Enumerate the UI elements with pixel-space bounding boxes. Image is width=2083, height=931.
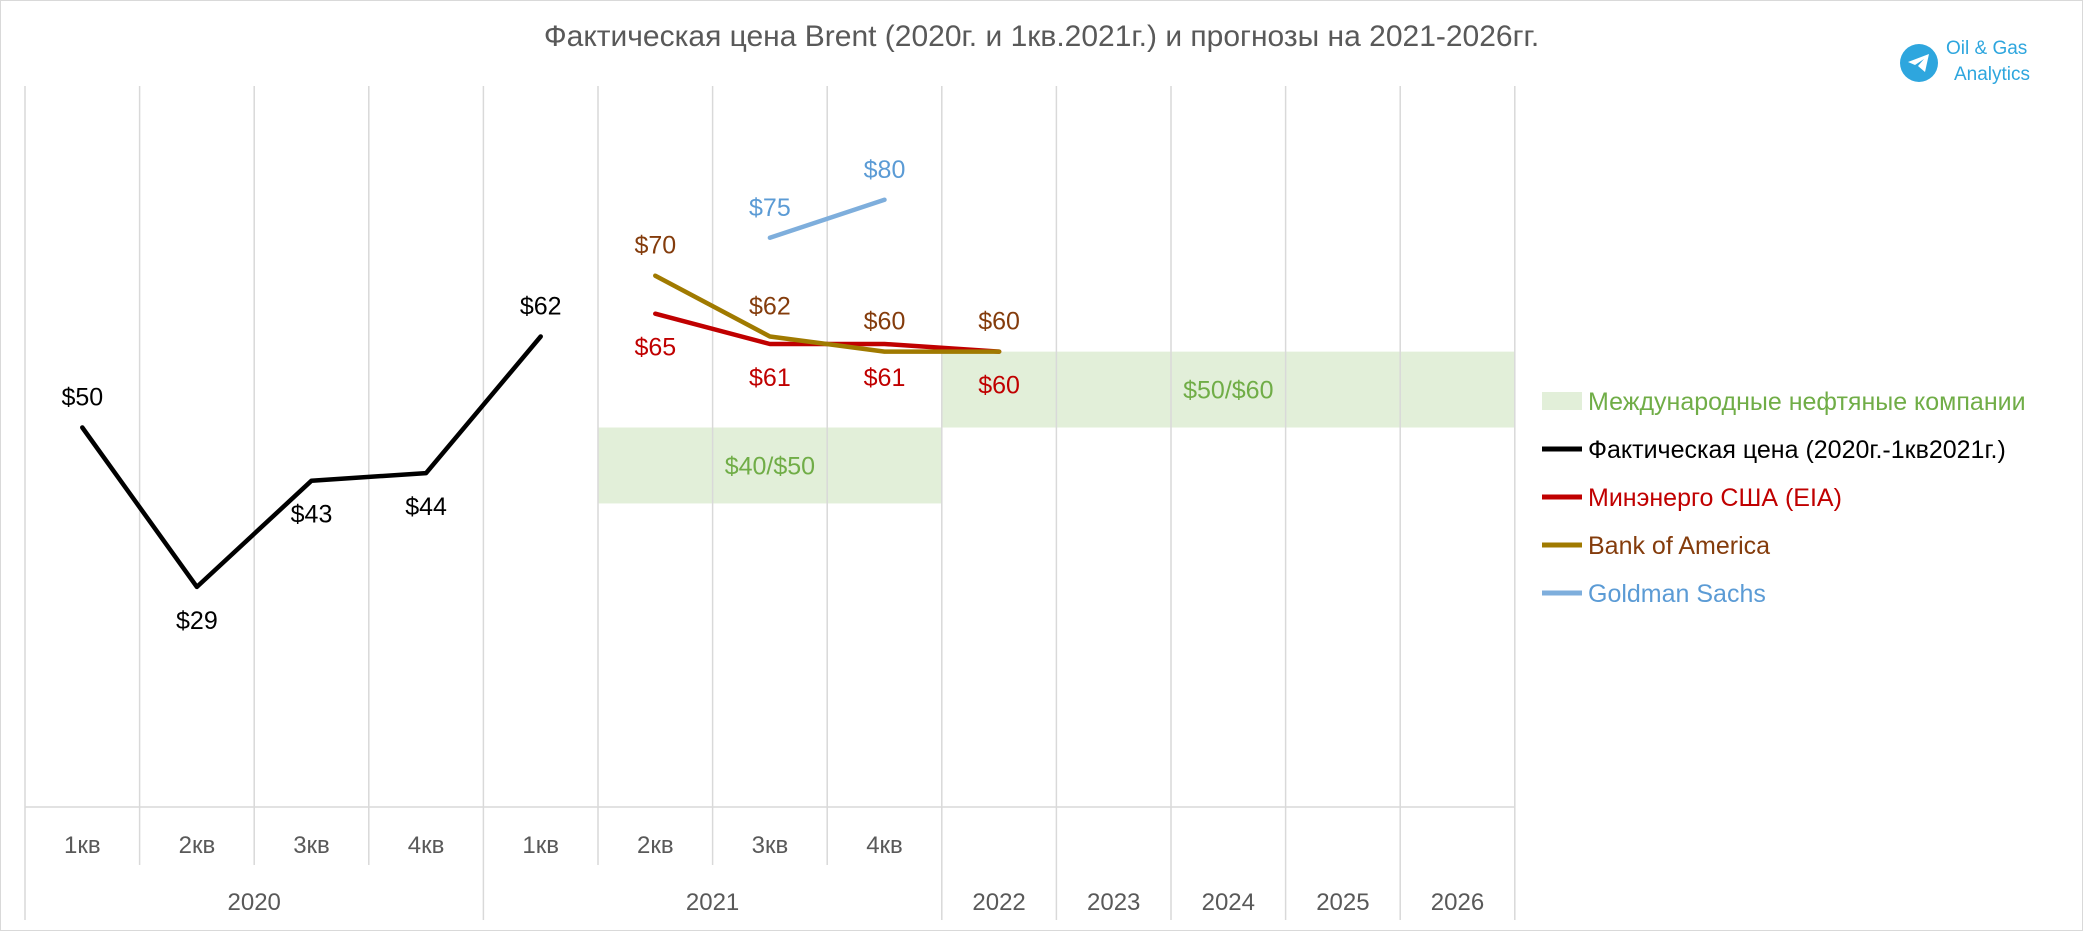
data-label: $61	[749, 364, 791, 392]
data-label: $62	[520, 292, 562, 320]
legend-label: Международные нефтяные компании	[1588, 388, 2026, 416]
series-layer	[80, 197, 1002, 590]
data-label: $75	[749, 194, 791, 222]
legend-label: Goldman Sachs	[1588, 580, 1766, 608]
data-label: $60	[978, 308, 1020, 336]
tick-label-period: 1кв	[64, 832, 101, 859]
data-label: $50	[61, 384, 103, 412]
band-rect	[598, 427, 942, 504]
grid-layer	[24, 86, 1516, 807]
data-label: $62	[749, 292, 791, 320]
brand-name-line-1: Oil & Gas	[1946, 38, 2028, 59]
data-label: $70	[634, 232, 676, 260]
data-label: $60	[978, 372, 1020, 400]
data-label: $43	[291, 501, 333, 529]
band-label: $50/$60	[1183, 377, 1273, 405]
tick-label-period: 2кв	[637, 832, 674, 859]
legend-label: Фактическая цена (2020г.-1кв2021г.)	[1588, 436, 2006, 464]
legend-label: Минэнерго США (EIA)	[1588, 484, 1842, 512]
tick-label-year: 2024	[1202, 889, 1255, 916]
data-label-layer: $50 $29 $43 $44 $62 $65 $61 $61 $60 $70 $62 $60 $60 $…	[61, 156, 1020, 635]
tick-label-year: 2021	[686, 889, 739, 916]
tick-label-year: 2022	[972, 889, 1025, 916]
brand-badge[interactable]: Oil & Gas Analytics	[1900, 38, 2050, 94]
tick-label-year: 2020	[228, 889, 281, 916]
data-label: $80	[864, 156, 906, 184]
band-rect	[941, 351, 1515, 428]
series-line	[653, 273, 1002, 354]
tick-label-year: 2026	[1431, 889, 1484, 916]
tick-label-year: 2025	[1316, 889, 1369, 916]
tick-label-period: 4кв	[866, 832, 903, 859]
telegram-icon	[1900, 44, 1938, 82]
tick-label-period: 4кв	[408, 832, 445, 859]
legend: Международные нефтяные компании Фактическ…	[1542, 388, 2026, 608]
data-label: $44	[405, 493, 447, 521]
series-line	[80, 334, 543, 590]
data-label: $65	[634, 334, 676, 362]
tick-label-period: 1кв	[522, 832, 559, 859]
data-label: $60	[864, 308, 906, 336]
data-label: $29	[176, 607, 218, 635]
tick-label-period: 3кв	[752, 832, 789, 859]
tick-label-year: 2023	[1087, 889, 1140, 916]
band-label: $40/$50	[725, 452, 815, 480]
chart-title: Фактическая цена Brent (2020г. и 1кв.202…	[543, 20, 1540, 53]
legend-swatch	[1542, 392, 1582, 410]
x-axis: 1кв 2кв 3кв 4кв 1кв 2кв 3кв 4кв 2020 2021 2022 2023…	[24, 806, 1516, 920]
tick-label-period: 2кв	[179, 832, 216, 859]
legend-label: Bank of America	[1588, 532, 1770, 560]
data-label: $61	[864, 364, 906, 392]
brand-name-line-2: Analytics	[1954, 64, 2031, 85]
series-line	[767, 197, 887, 241]
tick-label-period: 3кв	[293, 832, 330, 859]
band-layer: $40/$50 $50/$60	[598, 351, 1515, 504]
